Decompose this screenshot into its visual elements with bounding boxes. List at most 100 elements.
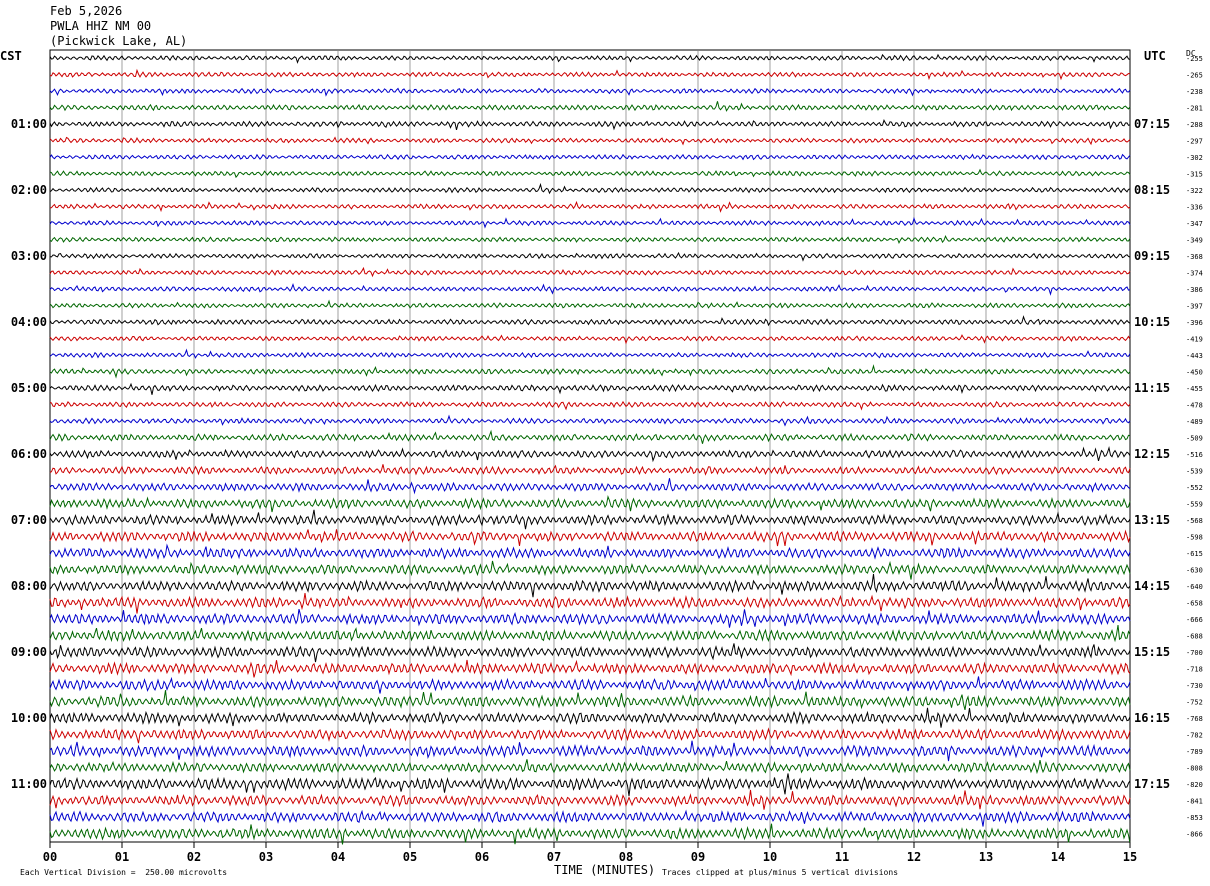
dc-offset-label: -516 [1186, 451, 1203, 459]
trace-row [49, 200, 1131, 213]
trace-row [49, 727, 1131, 744]
station-label: PWLA HHZ NM 00 [50, 19, 152, 33]
dc-offset-label: -658 [1186, 600, 1203, 608]
cst-timezone-label: CST [0, 49, 22, 63]
x-tick-label: 13 [979, 850, 993, 864]
trace-row [49, 101, 1131, 112]
dc-offset-label: -368 [1186, 253, 1203, 261]
utc-hour-label: 15:15 [1134, 645, 1170, 659]
x-tick-label: 04 [331, 850, 345, 864]
x-axis-label: TIME (MINUTES) [554, 863, 656, 877]
plot-border [49, 49, 1131, 843]
trace-row [49, 136, 1131, 146]
trace-row [49, 573, 1131, 598]
dc-offset-label: -302 [1186, 154, 1203, 162]
cst-hour-label: 10:00 [11, 711, 47, 725]
cst-hour-label: 11:00 [11, 777, 47, 791]
clip-note: Traces clipped at plus/minus 5 vertical … [662, 868, 899, 877]
time-gridlines [49, 49, 1131, 843]
utc-timezone-label: UTC [1144, 49, 1166, 63]
dc-offset-label: -489 [1186, 418, 1203, 426]
trace-row [49, 789, 1131, 810]
trace-row [49, 740, 1131, 762]
utc-hour-labels: 07:15 08:15 09:15 10:15 11:15 12:15 13:15 14:15… [1134, 117, 1170, 791]
dc-column-label: DC [1186, 49, 1196, 58]
dc-offset-label: -255 [1186, 55, 1203, 63]
dc-offset-label: -552 [1186, 484, 1203, 492]
trace-row [49, 495, 1131, 513]
dc-offset-label: -315 [1186, 171, 1203, 179]
trace-row [49, 382, 1131, 395]
trace-row [49, 414, 1131, 427]
trace-row [49, 659, 1131, 678]
dc-offset-label: -386 [1186, 286, 1203, 294]
dc-offset-label: -808 [1186, 765, 1203, 773]
utc-hour-label: 13:15 [1134, 513, 1170, 527]
dc-offset-label: -509 [1186, 435, 1203, 443]
dc-offset-label: -265 [1186, 72, 1203, 80]
trace-row [49, 87, 1131, 97]
dc-offset-label: -374 [1186, 270, 1203, 278]
trace-row [49, 216, 1131, 229]
scale-note: Each Vertical Division = 250.00 microvol… [20, 868, 228, 877]
x-tick-label: 00 [43, 850, 57, 864]
trace-row [49, 400, 1131, 411]
cst-hour-label: 09:00 [11, 645, 47, 659]
dc-offset-label: -336 [1186, 204, 1203, 212]
dc-offset-label: -640 [1186, 583, 1203, 591]
dc-offset-label: -782 [1186, 732, 1203, 740]
trace-row [49, 478, 1131, 495]
dc-offset-label: -630 [1186, 567, 1203, 575]
trace-row [49, 251, 1131, 262]
seismic-traces [49, 53, 1131, 845]
cst-hour-label: 04:00 [11, 315, 47, 329]
dc-offset-label: -853 [1186, 814, 1203, 822]
cst-hour-label: 08:00 [11, 579, 47, 593]
trace-row [49, 445, 1131, 463]
dc-offset-label: -752 [1186, 699, 1203, 707]
trace-row [49, 315, 1131, 327]
dc-offset-label: -666 [1186, 616, 1203, 624]
dc-offset-label: -443 [1186, 352, 1203, 360]
utc-hour-label: 09:15 [1134, 249, 1170, 263]
trace-row [49, 608, 1131, 628]
cst-hour-label: 05:00 [11, 381, 47, 395]
x-tick-label: 01 [115, 850, 129, 864]
utc-hour-label: 07:15 [1134, 117, 1170, 131]
x-tick-label: 08 [619, 850, 633, 864]
dc-offset-label: -789 [1186, 748, 1203, 756]
dc-offset-label: -768 [1186, 715, 1203, 723]
trace-row [49, 625, 1131, 643]
x-tick-label: 12 [907, 850, 921, 864]
dc-offset-label: -455 [1186, 385, 1203, 393]
dc-offset-label: -322 [1186, 187, 1203, 195]
dc-offset-label: -615 [1186, 550, 1203, 558]
dc-offset-label: -559 [1186, 501, 1203, 509]
dc-offset-label: -396 [1186, 319, 1203, 327]
x-tick-label: 05 [403, 850, 417, 864]
trace-row [49, 543, 1131, 560]
cst-hour-label: 07:00 [11, 513, 47, 527]
trace-row [49, 348, 1131, 359]
trace-row [49, 119, 1131, 131]
trace-row [49, 234, 1131, 245]
trace-row [49, 282, 1131, 296]
trace-row [49, 364, 1131, 379]
trace-row [49, 773, 1131, 796]
dc-offset-labels: -255 -265 -238 -281 -288 -297 -302 -315 -322 -336… [1186, 55, 1203, 839]
x-tick-label: 11 [835, 850, 849, 864]
cst-hour-label: 06:00 [11, 447, 47, 461]
dc-offset-label: -281 [1186, 105, 1203, 113]
trace-row [49, 593, 1131, 614]
dc-offset-label: -598 [1186, 534, 1203, 542]
trace-row [49, 809, 1131, 827]
x-tick-label: 06 [475, 850, 489, 864]
dc-offset-label: -820 [1186, 781, 1203, 789]
utc-hour-label: 14:15 [1134, 579, 1170, 593]
dc-offset-label: -238 [1186, 88, 1203, 96]
x-tick-label: 10 [763, 850, 777, 864]
dc-offset-label: -397 [1186, 303, 1203, 311]
dc-offset-label: -730 [1186, 682, 1203, 690]
dc-offset-label: -349 [1186, 237, 1203, 245]
